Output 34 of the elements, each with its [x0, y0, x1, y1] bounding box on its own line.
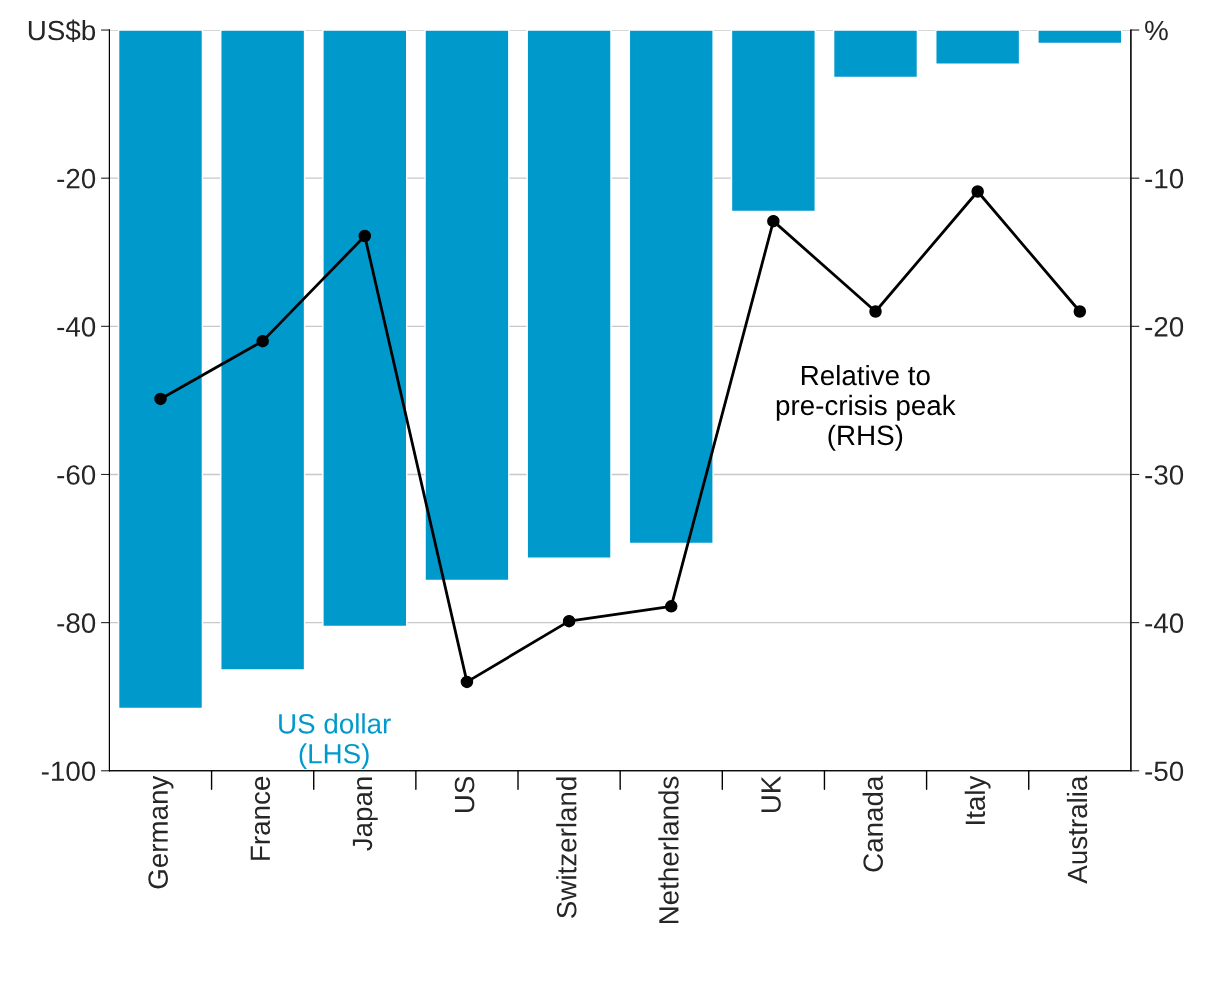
- point: [562, 614, 576, 628]
- y-tick-label: -40: [57, 316, 96, 337]
- x-tick-label: Japan: [352, 777, 378, 851]
- point: [460, 675, 474, 689]
- y-tick-label: US$b: [28, 19, 96, 43]
- y2-tick-label: -10: [1145, 168, 1184, 189]
- y-tick-label: -20: [57, 168, 96, 189]
- y2-tick-label: -20: [1145, 316, 1184, 337]
- y-tick-label: -60: [57, 465, 96, 485]
- series-label: Relative to pre-crisis peak (RHS): [776, 364, 956, 451]
- point: [358, 229, 372, 243]
- x-tick-label: Italy: [964, 775, 991, 825]
- y-tick-label: -80: [57, 613, 96, 633]
- point: [154, 392, 167, 406]
- y2-tick-label: -30: [1145, 465, 1184, 485]
- x-tick-label: France: [250, 776, 271, 860]
- x-tick-label: Netherlands: [658, 776, 679, 924]
- point: [1073, 305, 1087, 318]
- series-label: US dollar (LHS): [279, 713, 391, 770]
- x-tick-label: Switzerland: [556, 777, 577, 918]
- y-tick-label: -100: [41, 761, 96, 782]
- y2-tick-label: %: [1145, 20, 1168, 41]
- x-tick-label: US: [454, 776, 475, 813]
- y2-tick-label: -40: [1145, 613, 1184, 633]
- point: [256, 334, 269, 348]
- x-tick-label: Canada: [862, 775, 883, 872]
- point: [869, 305, 882, 318]
- x-tick-label: Australia: [1066, 775, 1088, 884]
- x-tick-label: Germany: [148, 775, 174, 889]
- x-tick-label: UK: [761, 775, 781, 813]
- point: [767, 214, 780, 228]
- point: [971, 185, 984, 198]
- y2-tick-label: -50: [1145, 761, 1184, 782]
- point: [664, 600, 678, 613]
